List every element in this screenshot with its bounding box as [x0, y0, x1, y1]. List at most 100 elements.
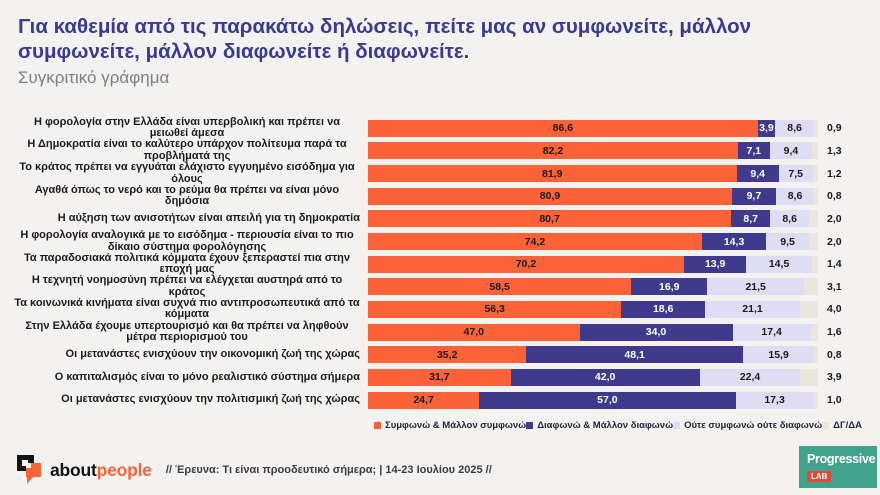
bar-segment-agree: 80,7	[368, 210, 732, 228]
legend-marker-icon	[822, 422, 830, 429]
chart-row: Τα κοινωνικά κινήματα είναι συχνά πιο αν…	[14, 296, 841, 321]
stacked-bar: 86,6 3,9 8,6	[368, 119, 818, 137]
dk-value: 1,0	[827, 394, 842, 406]
bar-segment-value: 17,3	[764, 394, 785, 406]
bar-segment-dk	[813, 119, 818, 137]
legend-label: Συμφωνώ & Μάλλον συμφωνώ	[385, 420, 527, 431]
chart-row: Η τεχνητή νοημοσύνη πρέπει να ελέγχεται …	[14, 274, 842, 298]
bar-segment-value: 8,6	[782, 212, 797, 225]
bar-segment-value: 57,0	[597, 394, 618, 406]
bar-segment-dk	[810, 323, 818, 341]
bar-segment-value: 80,9	[539, 190, 561, 203]
progressive-label: Progressive	[807, 452, 876, 466]
chart-row: Τα παραδοσιακά πολιτικά κόμματα έχουν ξε…	[14, 251, 842, 276]
category-label-text: Αγαθά όπως το νερό και το ρεύμα θα πρέπε…	[34, 183, 340, 208]
bar-segment-disagree: 3,9	[757, 119, 776, 137]
dk-value: 0,8	[827, 190, 842, 203]
bar-segment-disagree: 9,7	[732, 187, 776, 205]
bar-segment-disagree: 57,0	[479, 391, 736, 409]
category-label: Αγαθά όπως το νερό και το ρεύμα θα πρέπε…	[14, 183, 368, 208]
bar-segment-agree: 47,0	[368, 323, 580, 341]
category-label: Ο καπιταλισμός είναι το μόνο ρεαλιστικό …	[14, 371, 368, 384]
stacked-bar: 74,2 14,3 9,5	[368, 233, 818, 251]
bar-segment-value: 14,5	[768, 258, 790, 271]
bar-segment-dk	[808, 233, 818, 251]
chart-row: Το κράτος πρέπει να εγγυάται ελάχιστο εγ…	[14, 161, 841, 185]
bar-segment-dk	[800, 368, 818, 386]
bar-segment-disagree: 13,9	[683, 255, 747, 273]
aboutpeople-logo-icon	[17, 455, 41, 484]
bar-segment-value: 48,1	[624, 348, 645, 361]
bar-segment-neither: 17,3	[735, 391, 814, 409]
bar-segment-value: 16,9	[659, 280, 680, 293]
lab-badge: LAB	[807, 471, 832, 482]
bar-segment-dk	[812, 165, 818, 183]
progressive-lab-logo: Progressive LAB	[799, 446, 877, 488]
bar-segment-neither: 21,5	[707, 278, 805, 296]
dk-value: 1,4	[827, 258, 842, 271]
bar-segment-neither: 8,6	[770, 210, 809, 228]
category-label-text: Τα κοινωνικά κινήματα είναι συχνά πιο αν…	[14, 296, 360, 321]
category-label-text: Η Δημοκρατία είναι το καλύτερο υπάρχον π…	[27, 138, 347, 162]
stacked-bar: 82,2 7,1 9,4	[368, 142, 818, 160]
bar-segment-value: 34,0	[645, 326, 667, 339]
category-label-text: Η φορολογία αναλογικά με το εισόδημα - π…	[20, 228, 354, 253]
bar-segment-value: 7,1	[746, 144, 762, 157]
page-subtitle: Συγκριτικό γράφημα	[18, 68, 170, 87]
stacked-bar: 24,7 57,0 17,3	[368, 391, 818, 409]
legend-item-agree: Συμφωνώ & Μάλλον συμφωνώ	[374, 420, 526, 431]
dk-value: 2,0	[827, 235, 842, 248]
category-label: Στην Ελλάδα έχουμε υπερτουρισμό και θα π…	[14, 320, 368, 344]
bar-segment-disagree: 42,0	[510, 368, 700, 386]
dk-value: 3,9	[827, 371, 842, 384]
bar-segment-agree: 80,9	[368, 187, 733, 205]
bar-segment-value: 47,0	[463, 326, 484, 339]
bar-segment-value: 80,7	[539, 212, 560, 225]
chart-row: Στην Ελλάδα έχουμε υπερτουρισμό και θα π…	[14, 320, 842, 344]
chart-row: Η φορολογία αναλογικά με το εισόδημα - π…	[14, 228, 842, 253]
bar-segment-disagree: 48,1	[526, 346, 743, 364]
category-label: Τα κοινωνικά κινήματα είναι συχνά πιο αν…	[14, 296, 368, 321]
stacked-bar: 81,9 9,4 7,5	[368, 165, 818, 183]
bar-segment-disagree: 34,0	[579, 323, 733, 341]
dk-value: 0,9	[827, 122, 842, 135]
page-title: Για καθεμία από τις παρακάτω δηλώσεις, π…	[18, 15, 752, 63]
bar-segment-disagree: 14,3	[701, 233, 767, 251]
bar-segment-value: 81,9	[542, 167, 563, 180]
bar-segment-value: 58,5	[489, 280, 510, 293]
category-label-text: Η αύξηση των ανισοτήτων είναι απειλή για…	[57, 212, 360, 225]
category-label: Η τεχνητή νοημοσύνη πρέπει να ελέγχεται …	[14, 274, 368, 298]
dk-value: 1,6	[827, 326, 842, 339]
bar-segment-dk	[811, 255, 818, 273]
bar-segment-value: 31,7	[429, 371, 450, 384]
bar-segment-agree: 86,6	[368, 119, 758, 137]
bar-segment-value: 17,4	[761, 326, 782, 339]
legend-marker-icon	[374, 422, 381, 429]
bar-segment-neither: 9,5	[766, 233, 809, 251]
research-caption: // Έρευνα: Τι είναι προοδευτικό σήμερα; …	[165, 464, 492, 476]
bar-segment-disagree: 7,1	[737, 142, 770, 160]
bar-segment-disagree: 9,4	[736, 165, 779, 183]
dk-value: 0,8	[827, 348, 842, 361]
legend-label: Ούτε συμφωνώ ούτε διαφωνώ	[684, 420, 823, 431]
bar-segment-value: 9,7	[746, 190, 762, 203]
category-label-text: Τα παραδοσιακά πολιτικά κόμματα έχουν ξε…	[23, 251, 351, 276]
bar-segment-neither: 8,6	[775, 187, 815, 205]
category-label: Η Δημοκρατία είναι το καλύτερο υπάρχον π…	[14, 139, 368, 162]
legend-marker-icon	[673, 422, 681, 429]
bar-segment-value: 24,7	[413, 394, 434, 406]
bar-segment-value: 14,3	[723, 235, 745, 248]
bar-segment-agree: 56,3	[368, 300, 622, 318]
bar-segment-neither: 15,9	[742, 346, 815, 364]
chart-row: Η αύξηση των ανισοτήτων είναι απειλή για…	[14, 208, 842, 231]
bar-segment-neither: 14,5	[746, 255, 812, 273]
dk-value: 3,1	[827, 280, 842, 293]
stacked-bar: 58,5 16,9 21,5	[368, 278, 818, 296]
bar-segment-value: 21,5	[745, 280, 766, 293]
category-label: Η αύξηση των ανισοτήτων είναι απειλή για…	[14, 213, 368, 225]
stacked-bar: 80,7 8,7 8,6	[368, 210, 818, 228]
stacked-bar: 80,9 9,7 8,6	[368, 187, 818, 205]
stacked-bar: 35,2 48,1 15,9	[368, 346, 818, 364]
category-label: Το κράτος πρέπει να εγγυάται ελάχιστο εγ…	[14, 161, 368, 185]
bar-segment-value: 18,6	[652, 303, 674, 316]
